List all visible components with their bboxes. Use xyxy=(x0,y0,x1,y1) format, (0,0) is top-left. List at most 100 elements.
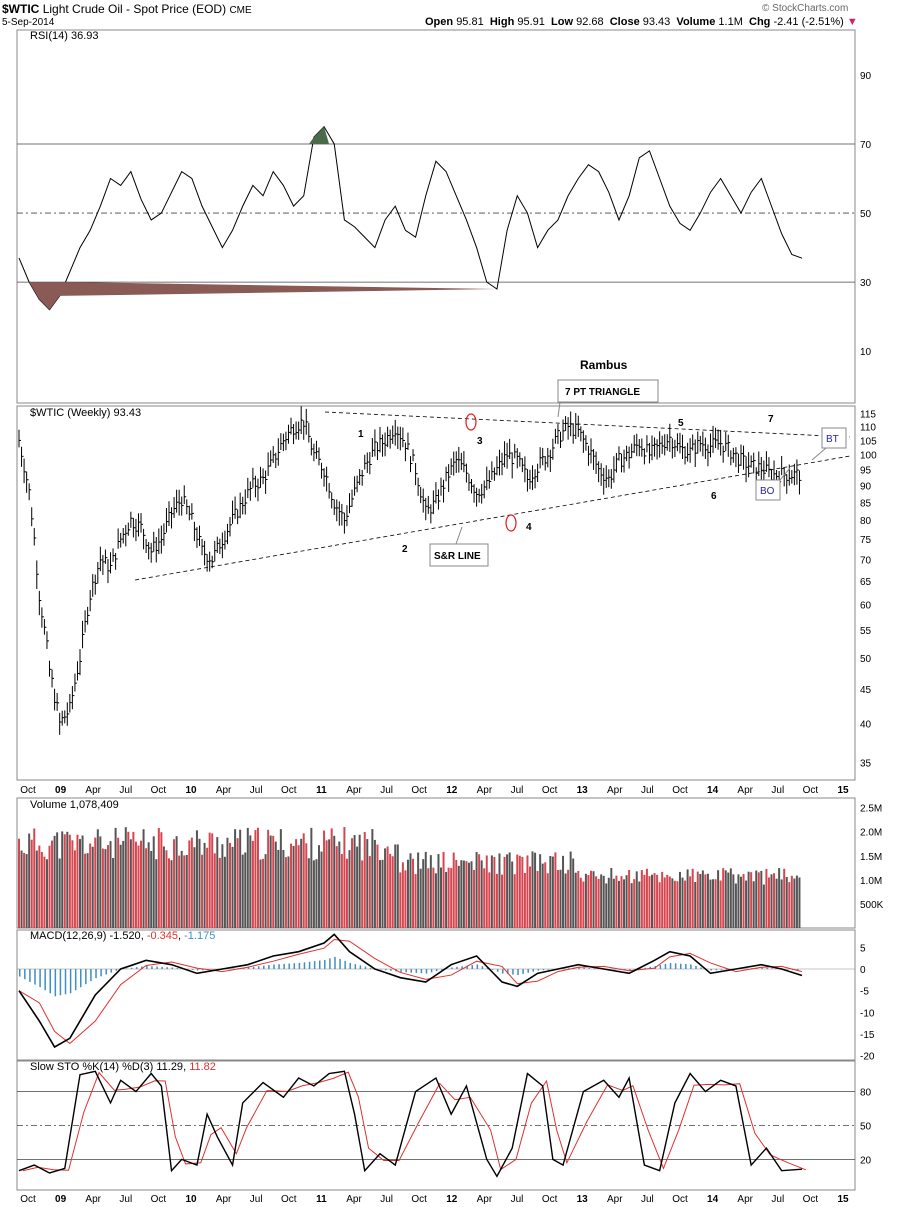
volume-bar xyxy=(30,839,33,928)
volume-bar xyxy=(35,850,38,928)
volume-bar xyxy=(221,844,224,928)
macd-histogram-bar xyxy=(100,969,102,977)
macd-histogram-bar xyxy=(674,963,677,969)
volume-y-tick: 1.0M xyxy=(860,876,882,887)
volume-bar xyxy=(643,874,646,928)
volume-bar xyxy=(712,879,715,928)
volume-bar xyxy=(656,874,659,928)
volume-bar xyxy=(676,881,679,928)
macd-signal-line xyxy=(18,939,803,1045)
volume-bar xyxy=(579,877,582,928)
volume-bar xyxy=(452,852,455,928)
macd-histogram-bar xyxy=(105,969,107,975)
macd-histogram-bar xyxy=(517,969,519,976)
volume-bar xyxy=(134,841,137,928)
macd-histogram-bar xyxy=(547,969,550,970)
macd-histogram-bar xyxy=(202,969,204,971)
price-y-tick: 55 xyxy=(860,626,872,637)
volume-bar xyxy=(501,874,504,928)
x-tick-label: Oct xyxy=(20,785,36,796)
macd-histogram-bar xyxy=(400,969,402,973)
x-tick-label: 14 xyxy=(707,785,719,796)
volume-bar xyxy=(165,850,168,928)
price-y-tick: 60 xyxy=(860,601,872,612)
volume-bar xyxy=(424,851,427,928)
volume-bar xyxy=(638,881,641,928)
volume-bar xyxy=(264,854,267,928)
macd-histogram-bar xyxy=(74,969,77,991)
macd-y-tick: -15 xyxy=(860,1030,875,1041)
sr-callout: S&R LINE xyxy=(429,526,489,567)
volume-bar xyxy=(43,856,46,928)
x-tick-label: Oct xyxy=(411,1194,427,1205)
volume-bar xyxy=(478,854,481,928)
macd-histogram-bar xyxy=(685,964,687,969)
chart-date: 5-Sep-2014 xyxy=(2,17,55,28)
macd-histogram-bar xyxy=(80,969,82,988)
volume-bar xyxy=(508,852,511,928)
volume-bar xyxy=(625,875,628,928)
price-y-tick: 65 xyxy=(860,577,872,588)
volume-bar xyxy=(587,875,590,928)
macd-histogram-bar xyxy=(796,969,799,971)
macd-y-tick: -10 xyxy=(860,1008,875,1019)
volume-bar xyxy=(353,835,356,928)
sto-panel: 80 50 20 xyxy=(17,1070,872,1178)
volume-bar xyxy=(714,879,717,928)
volume-bar xyxy=(162,846,165,928)
volume-bar xyxy=(569,851,572,928)
volume-bar xyxy=(333,835,336,928)
x-tick-label: Jul xyxy=(380,785,393,796)
macd-histogram-bar xyxy=(527,969,529,973)
volume-bar xyxy=(18,838,20,928)
macd-histogram-bar xyxy=(232,968,235,969)
sr-label: S&R LINE xyxy=(434,551,481,562)
macd-histogram-bar xyxy=(257,966,260,969)
volume-bar xyxy=(511,861,514,928)
macd-histogram-bar xyxy=(451,967,453,969)
volume-bar xyxy=(645,868,648,928)
volume-bar xyxy=(185,854,188,928)
x-tick-label: Jul xyxy=(380,1194,393,1205)
macd-histogram-bar xyxy=(461,966,463,969)
rsi-y-tick: 70 xyxy=(860,140,872,151)
price-y-tick: 45 xyxy=(860,685,872,696)
volume-bar xyxy=(94,837,97,928)
volume-bar xyxy=(414,874,417,928)
x-tick-label: Jul xyxy=(641,1194,654,1205)
ohlc-readout: Open 95.81 High 95.91 Low 92.68 Close 93… xyxy=(425,16,858,28)
volume-bar xyxy=(213,853,216,928)
volume-bar xyxy=(475,851,478,928)
macd-histogram-bar xyxy=(212,969,214,970)
bo-label: BO xyxy=(760,486,775,497)
macd-histogram-bar xyxy=(95,969,97,979)
macd-histogram-bar xyxy=(324,959,326,969)
volume-bar xyxy=(117,837,120,928)
volume-bar xyxy=(155,859,158,928)
macd-histogram-bar xyxy=(720,969,723,970)
volume-bar xyxy=(79,839,82,928)
x-tick-label: 09 xyxy=(55,785,67,796)
macd-histogram-bar xyxy=(385,969,387,971)
volume-bar xyxy=(607,877,610,928)
copyright[interactable]: © StockCharts.com xyxy=(762,3,849,14)
volume-bar xyxy=(447,867,450,928)
volume-bar xyxy=(470,861,473,928)
x-tick-label: Jul xyxy=(771,785,784,796)
volume-legend: Volume 1,078,409 xyxy=(30,799,119,811)
volume-bar xyxy=(473,869,476,928)
macd-histogram-bar xyxy=(496,969,499,972)
macd-histogram-bar xyxy=(669,962,672,969)
macd-histogram-bar xyxy=(771,968,773,969)
price-annotations: 1 2 3 4 5 6 7 xyxy=(358,414,774,555)
x-tick-label: 12 xyxy=(446,1194,458,1205)
volume-bar xyxy=(109,841,112,928)
pivot-1-label: 1 xyxy=(358,429,364,440)
volume-bar xyxy=(373,839,376,928)
price-y-tick: 40 xyxy=(860,720,872,731)
volume-bar xyxy=(76,834,79,928)
volume-bar xyxy=(628,869,631,928)
volume-bar xyxy=(767,877,770,928)
macd-histogram-bar xyxy=(318,960,321,969)
